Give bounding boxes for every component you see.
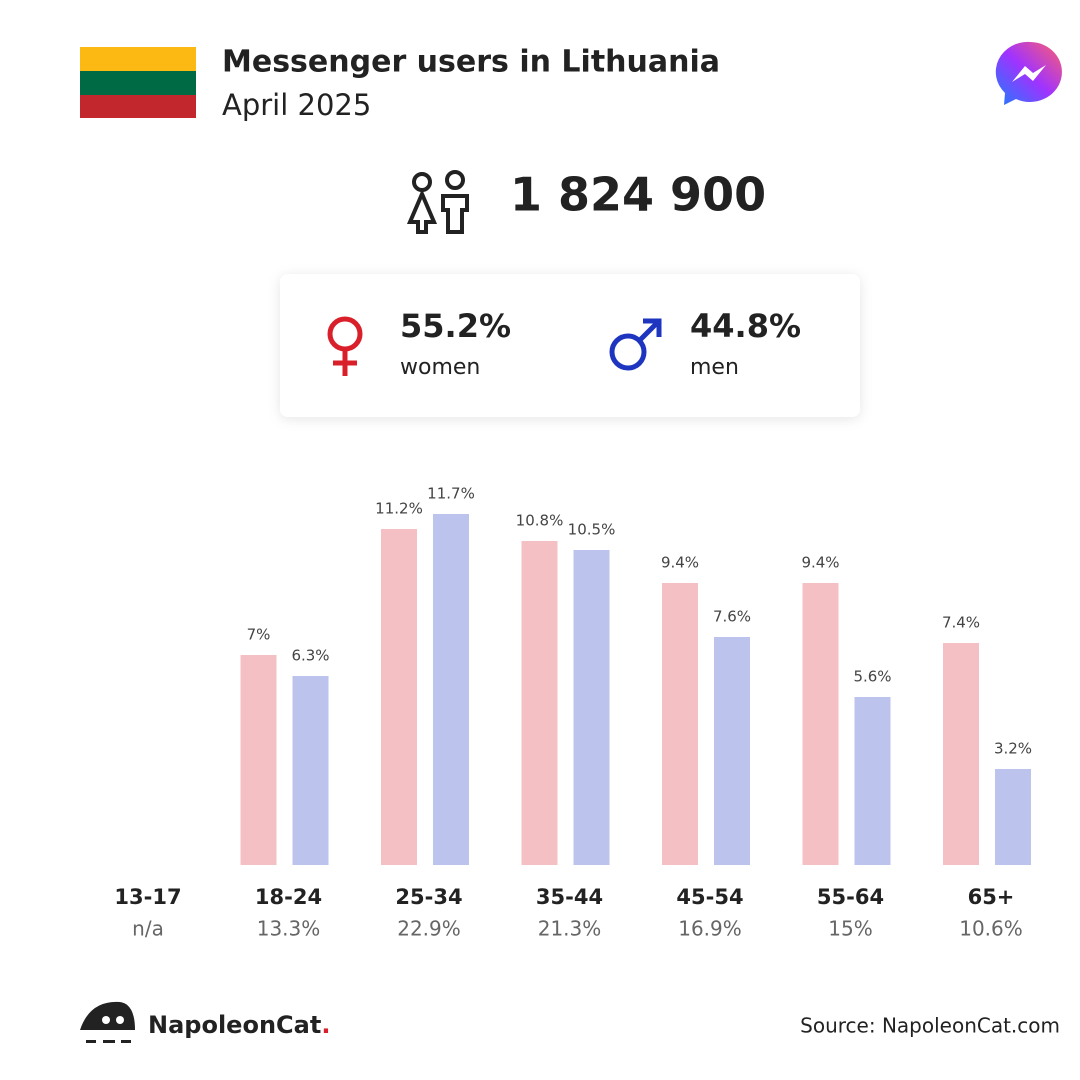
value-label: 7.6% (713, 608, 751, 626)
bar (240, 655, 277, 865)
bar (854, 697, 891, 865)
value-label: 5.6% (853, 668, 891, 686)
value-label: 9.4% (801, 554, 839, 572)
category-total: 15% (828, 917, 872, 941)
value-label: 7% (247, 626, 271, 644)
bar (995, 769, 1031, 865)
category-total: 16.9% (678, 917, 742, 941)
category-total: 22.9% (397, 917, 461, 941)
category-label: 45-54 (676, 885, 743, 909)
women-share: 55.2% (400, 307, 511, 345)
women-label: women (400, 355, 480, 380)
value-label: 11.7% (427, 485, 475, 503)
female-symbol (327, 316, 363, 376)
bar (381, 529, 417, 865)
bar (573, 550, 610, 865)
messenger-logo (995, 41, 1062, 105)
category-total: 13.3% (257, 917, 321, 941)
category-label: 65+ (968, 885, 1015, 909)
source: Source: NapoleonCat.com (800, 1014, 1060, 1038)
value-label: 10.8% (516, 512, 564, 530)
category-label: 55-64 (817, 885, 884, 909)
value-label: 6.3% (291, 647, 329, 665)
bar (433, 514, 469, 865)
value-label: 9.4% (661, 554, 699, 572)
male-symbol (609, 318, 662, 371)
bar (521, 541, 558, 865)
value-label: 7.4% (942, 614, 980, 632)
bar (802, 583, 839, 865)
napoleoncat-logo (80, 1001, 135, 1043)
bar (292, 676, 329, 865)
value-label: 11.2% (375, 500, 423, 518)
brand-name: NapoleonCat (148, 1011, 321, 1039)
bar (714, 637, 750, 865)
category-label: 13-17 (114, 885, 181, 909)
category-label: 35-44 (536, 885, 603, 909)
value-label: 3.2% (994, 740, 1032, 758)
value-label: 10.5% (568, 521, 616, 539)
category-total: 21.3% (538, 917, 602, 941)
bar (662, 583, 698, 865)
users-icon (406, 170, 469, 234)
title: Messenger users in Lithuania (222, 45, 720, 80)
subtitle: April 2025 (222, 88, 371, 122)
gender-box (280, 274, 860, 417)
category-total: 10.6% (959, 917, 1023, 941)
flag (80, 47, 196, 118)
bar (943, 643, 979, 865)
category-label: 18-24 (255, 885, 322, 909)
category-label: 25-34 (395, 885, 462, 909)
men-label: men (690, 355, 739, 380)
brand: NapoleonCat. (148, 1011, 330, 1039)
brand-dot: . (321, 1011, 330, 1039)
bar-chart: 13-17n/a18-2413.3%7%6.3%25-3422.9%11.2%1… (114, 485, 1032, 941)
men-share: 44.8% (690, 307, 801, 345)
category-total: n/a (132, 917, 164, 941)
total-users: 1 824 900 (510, 168, 766, 222)
